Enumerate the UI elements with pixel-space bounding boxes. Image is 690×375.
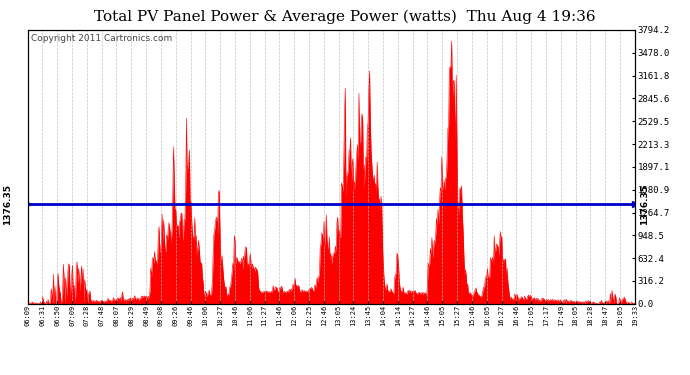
Text: Copyright 2011 Cartronics.com: Copyright 2011 Cartronics.com bbox=[30, 34, 172, 43]
Text: Total PV Panel Power & Average Power (watts)  Thu Aug 4 19:36: Total PV Panel Power & Average Power (wa… bbox=[95, 9, 595, 24]
Text: 1376.35: 1376.35 bbox=[3, 184, 12, 225]
Text: 1376.35: 1376.35 bbox=[640, 184, 649, 225]
